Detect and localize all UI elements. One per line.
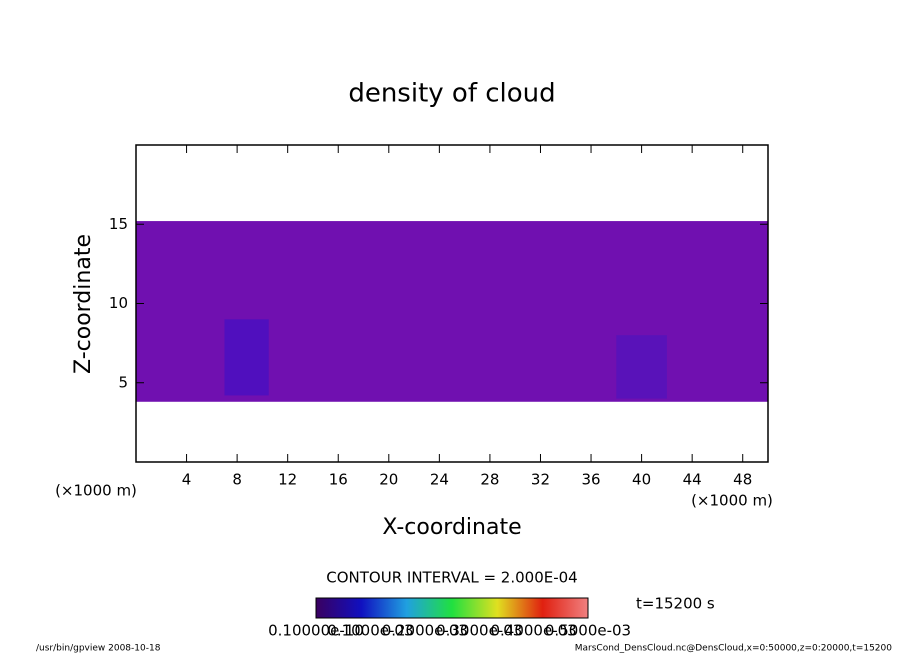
footer-left: /usr/bin/gpview 2008-10-18 (36, 644, 161, 654)
x-tick-label: 48 (733, 471, 752, 489)
x-tick-label: 8 (232, 471, 242, 489)
x-unit: (×1000 m) (55, 482, 137, 500)
colorbar-label: 0.4000e-03 (490, 622, 576, 640)
footer-right: MarsCond_DensCloud.nc@DensCloud,x=0:5000… (575, 644, 892, 654)
x-unit: (×1000 m) (691, 492, 773, 510)
contour-region (224, 319, 269, 396)
x-axis-label: X-coordinate (382, 515, 521, 540)
x-tick-label: 24 (430, 471, 449, 489)
x-tick-label: 40 (632, 471, 651, 489)
time-label: t=15200 s (636, 595, 715, 613)
y-tick-label: 15 (109, 215, 128, 233)
y-tick-label: 5 (118, 373, 128, 391)
colorbar-label: 0.2000e-03 (382, 622, 468, 640)
colorbar-label: 0.10000e-10 (268, 622, 364, 640)
x-tick-label: 4 (182, 471, 192, 489)
colorbar-label: 0.1000e-03 (327, 622, 413, 640)
colorbar (315, 597, 589, 619)
x-tick-label: 20 (379, 471, 398, 489)
x-tick-label: 16 (329, 471, 348, 489)
y-axis-label: Z-coordinate (71, 234, 96, 374)
y-tick-label: 10 (109, 294, 128, 312)
colorbar-label: 0.5000e-03 (545, 622, 631, 640)
x-tick-label: 44 (683, 471, 702, 489)
x-tick-label: 28 (480, 471, 499, 489)
contour-region (616, 335, 667, 399)
colorbar-label: 0.3000e-03 (436, 622, 522, 640)
contour-interval: CONTOUR INTERVAL = 2.000E-04 (326, 569, 577, 587)
x-tick-label: 32 (531, 471, 550, 489)
x-tick-label: 36 (581, 471, 600, 489)
chart-title: density of cloud (348, 79, 555, 109)
x-tick-label: 12 (278, 471, 297, 489)
